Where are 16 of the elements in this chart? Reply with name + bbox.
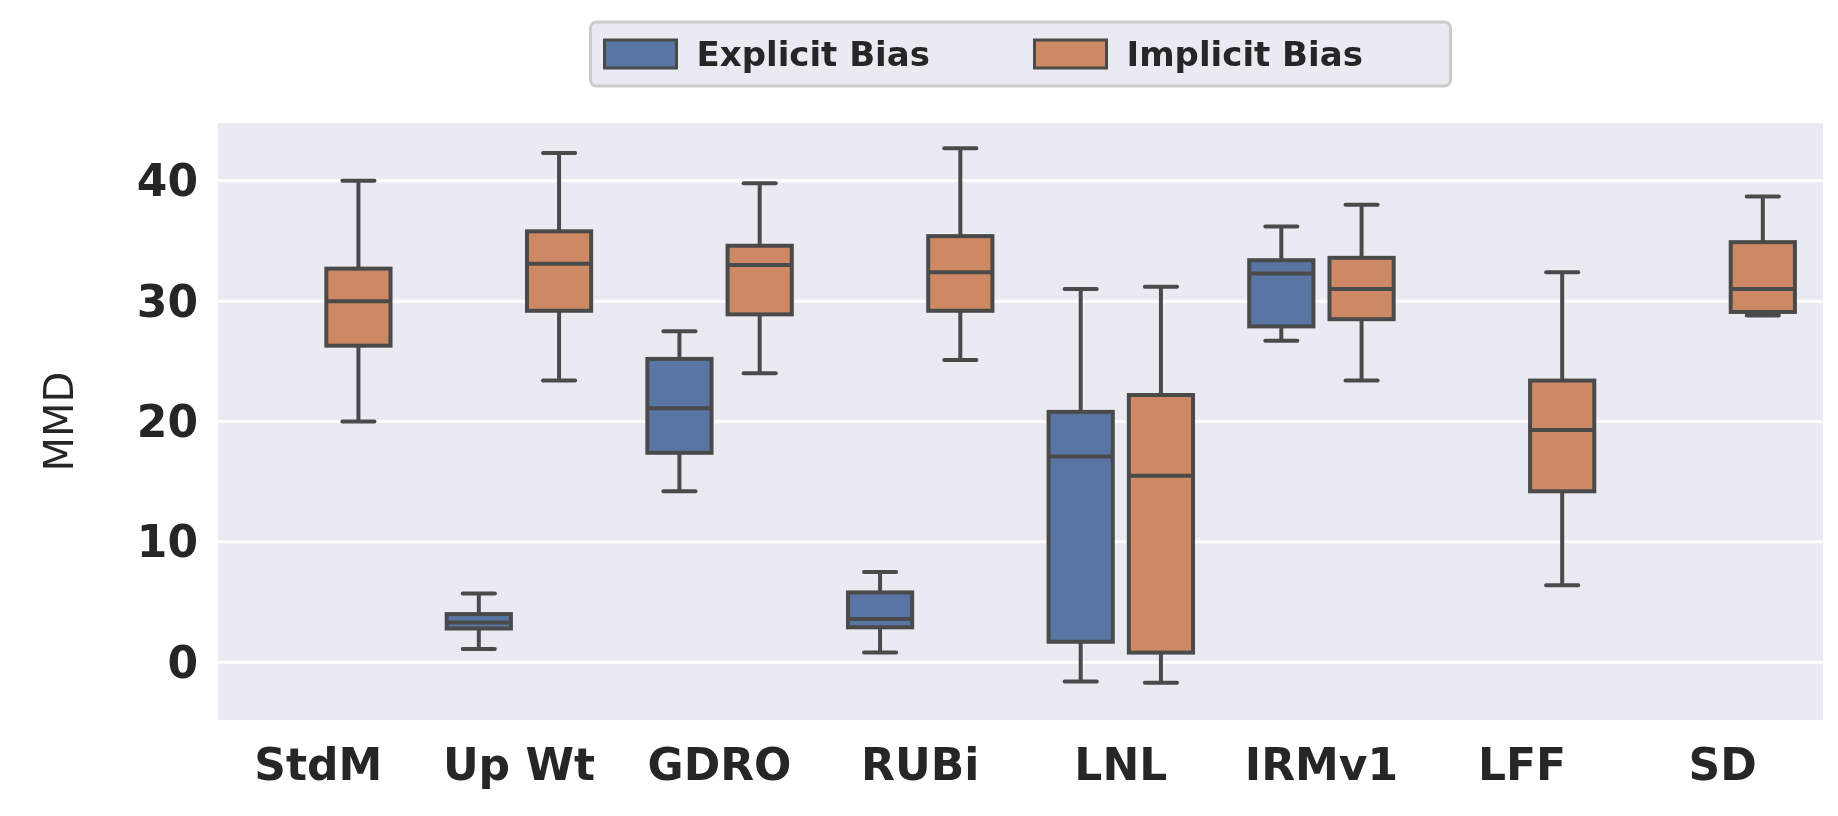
x-tick-label: LNL [1074, 739, 1168, 790]
y-tick-label: 30 [136, 275, 198, 327]
y-tick-label: 20 [136, 395, 198, 447]
legend-label: Implicit Bias [1126, 33, 1363, 74]
x-tick-label: Up Wt [442, 739, 595, 790]
x-tick-label: LFF [1477, 739, 1567, 790]
x-tick-label: IRMv1 [1244, 739, 1399, 790]
legend-label: Explicit Bias [696, 33, 930, 74]
y-tick-label: 0 [167, 636, 198, 688]
x-tick-label: GDRO [647, 739, 792, 790]
y-axis-title: MMD [36, 371, 82, 472]
x-tick-label: StdM [254, 739, 383, 790]
x-tick-label: SD [1688, 739, 1757, 790]
y-tick-label: 40 [136, 155, 198, 207]
y-tick-label: 10 [136, 516, 198, 568]
x-tick-label: RUBi [861, 739, 980, 790]
